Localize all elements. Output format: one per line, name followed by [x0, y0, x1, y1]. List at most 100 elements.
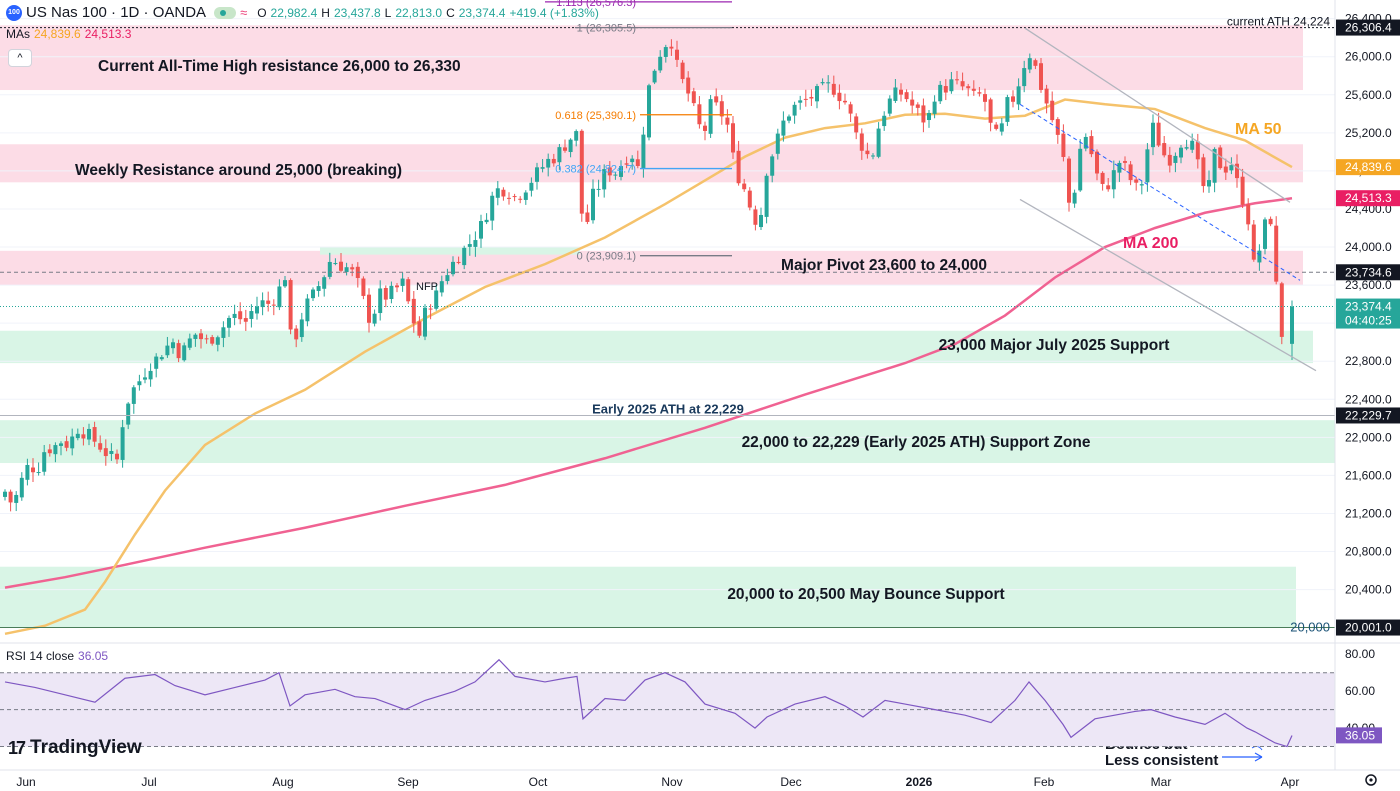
- candle-body: [98, 443, 103, 450]
- candle-body: [731, 123, 735, 153]
- arrow-right-icon: [1254, 752, 1263, 762]
- symbol-title[interactable]: US Nas 100 · 1D · OANDA: [26, 4, 207, 21]
- candle-body: [501, 189, 506, 197]
- candle-body: [322, 277, 327, 289]
- ma-legend-label: MAs: [6, 27, 30, 41]
- time-tick-4: Oct: [529, 775, 548, 789]
- ma-legend[interactable]: MAs 24,839.6 24,513.3: [6, 27, 131, 41]
- candle-body: [714, 96, 719, 103]
- candle-body: [406, 279, 411, 302]
- zone-rect-6: [0, 566, 1296, 628]
- candle-body: [843, 100, 847, 103]
- price-tick-2: 25,600.0: [1345, 88, 1392, 102]
- candle-body: [1134, 179, 1139, 183]
- candle-body: [75, 433, 80, 439]
- wave-icon: ≈: [240, 5, 248, 20]
- candle-body: [1240, 176, 1245, 205]
- candle-body: [619, 166, 623, 177]
- candle-body: [159, 357, 164, 360]
- candle-body: [1212, 148, 1217, 183]
- rsi-line: [4, 658, 1293, 748]
- candle-body: [988, 99, 993, 123]
- candle-body: [630, 158, 635, 163]
- candle-body: [1005, 97, 1010, 122]
- candle-body: [882, 115, 887, 127]
- candle-body: [411, 298, 416, 324]
- price-tag-5: [1336, 407, 1400, 424]
- candle-body: [977, 92, 982, 94]
- rsi-tick-0: 80.00: [1345, 647, 1375, 661]
- candle-body: [277, 286, 282, 308]
- candle-body: [764, 175, 769, 217]
- zone-label-5: 22,000 to 22,229 (Early 2025 ATH) Suppor…: [742, 434, 1091, 451]
- candle-body: [243, 318, 248, 322]
- candle-body: [579, 130, 584, 214]
- rsi-legend-value: 36.05: [78, 649, 109, 663]
- rsi-legend[interactable]: RSI 14 close 36.05: [6, 649, 108, 663]
- ohlc-c-label: C: [446, 5, 455, 20]
- tradingview-logo[interactable]: 17 TradingView: [8, 737, 142, 759]
- candle-body: [927, 113, 931, 121]
- candle-body: [1044, 88, 1049, 104]
- price-tag-text-6: 20,001.0: [1345, 621, 1392, 635]
- candle-body: [484, 219, 489, 223]
- candle-body: [960, 81, 965, 87]
- candle-body: [1257, 250, 1262, 263]
- candle-body: [1223, 166, 1228, 173]
- candle-body: [47, 449, 52, 454]
- chevron-up-icon: ^: [17, 52, 23, 64]
- candle-body: [92, 427, 97, 442]
- rsi-value-tag-text: 36.05: [1345, 728, 1375, 742]
- fib-label-0: 1.113 (26,576.3): [556, 0, 636, 9]
- candle-body: [904, 92, 909, 100]
- market-status-icon: [214, 6, 237, 19]
- candle-body: [70, 436, 75, 449]
- candle-body: [42, 452, 47, 472]
- candle-body: [1162, 143, 1167, 156]
- grid-layer: [0, 18, 1335, 591]
- candle-body: [1111, 170, 1116, 190]
- candle-body: [451, 261, 455, 275]
- time-tick-3: Sep: [397, 775, 419, 789]
- candle-body: [820, 82, 825, 84]
- collapse-legend-button[interactable]: ^: [8, 49, 32, 67]
- candle-body: [999, 123, 1004, 132]
- gear-icon[interactable]: [1365, 774, 1377, 786]
- candle-body: [143, 377, 147, 380]
- candle-body: [1190, 140, 1195, 150]
- candle-body: [1229, 165, 1234, 171]
- candle-body: [742, 183, 747, 190]
- candle-body: [238, 311, 243, 320]
- price-tick-14: 20,800.0: [1345, 545, 1392, 559]
- candle-body: [512, 196, 517, 198]
- bounce-note-line2: Less consistent: [1105, 752, 1218, 769]
- price-tick-11: 22,000.0: [1345, 430, 1392, 444]
- candle-body: [187, 338, 192, 348]
- candle-body: [613, 174, 618, 176]
- channel-upper-line: [1024, 27, 1291, 203]
- rsi-pane: [0, 642, 1400, 748]
- price-tick-12: 21,600.0: [1345, 468, 1392, 482]
- tradingview-mark-icon: 17: [8, 737, 26, 758]
- candle-body: [848, 104, 853, 114]
- candle-body: [669, 46, 674, 49]
- time-tick-8: Feb: [1034, 775, 1055, 789]
- candle-body: [305, 298, 310, 322]
- candle-body: [826, 82, 831, 84]
- tradingview-wordmark: TradingView: [30, 737, 142, 758]
- candle-body: [1274, 225, 1279, 282]
- candle-body: [473, 240, 478, 247]
- overlay-layer: Current All-Time High resistance 26,000 …: [0, 0, 1335, 769]
- candle-body: [1089, 136, 1094, 155]
- candle-body: [574, 131, 579, 141]
- time-tick-2: Aug: [272, 775, 293, 789]
- candle-body: [288, 280, 293, 330]
- candle-body: [193, 334, 198, 339]
- ohlc-h-label: H: [321, 5, 330, 20]
- candle-body: [1195, 141, 1200, 160]
- candle-body: [1100, 172, 1105, 184]
- candle-body: [1263, 219, 1267, 249]
- candle-body: [64, 441, 69, 448]
- candle-body: [949, 79, 954, 92]
